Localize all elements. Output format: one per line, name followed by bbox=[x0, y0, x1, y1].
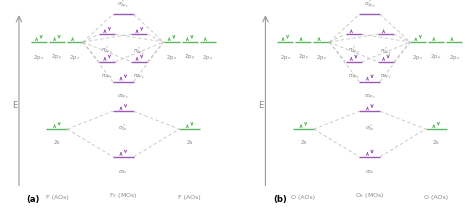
Text: 2s: 2s bbox=[300, 140, 307, 145]
Text: $\pi_{2p_x}$: $\pi_{2p_x}$ bbox=[347, 73, 360, 82]
Text: 2p$_y$: 2p$_y$ bbox=[298, 53, 309, 63]
Text: $\pi^*_{2p_y}$: $\pi^*_{2p_y}$ bbox=[133, 45, 146, 58]
Text: $\pi^*_{2p_y}$: $\pi^*_{2p_y}$ bbox=[380, 45, 392, 58]
Text: (b): (b) bbox=[273, 195, 287, 204]
Text: 2p$_z$: 2p$_z$ bbox=[316, 53, 327, 62]
Text: 2s: 2s bbox=[54, 140, 60, 145]
Text: F (AOs): F (AOs) bbox=[178, 195, 201, 200]
Text: O (AOs): O (AOs) bbox=[424, 195, 448, 200]
Text: O$_2$ (MOs): O$_2$ (MOs) bbox=[355, 191, 384, 200]
Text: 2s: 2s bbox=[186, 140, 193, 145]
Text: 2p$_y$: 2p$_y$ bbox=[51, 53, 63, 63]
Text: $\pi_{2p_y}$: $\pi_{2p_y}$ bbox=[133, 73, 146, 83]
Text: E: E bbox=[258, 101, 264, 110]
Text: F (AOs): F (AOs) bbox=[46, 195, 68, 200]
Text: $\sigma^*_{2p_z}$: $\sigma^*_{2p_z}$ bbox=[117, 0, 129, 11]
Text: O (AOs): O (AOs) bbox=[292, 195, 315, 200]
Text: $\pi^*_{2p_x}$: $\pi^*_{2p_x}$ bbox=[101, 45, 113, 57]
Text: $\sigma_{2p_z}$: $\sigma_{2p_z}$ bbox=[364, 92, 376, 102]
Text: $\sigma^*_{2p_z}$: $\sigma^*_{2p_z}$ bbox=[364, 0, 376, 11]
Text: 2p$_z$: 2p$_z$ bbox=[448, 53, 460, 62]
Text: 2p$_x$: 2p$_x$ bbox=[33, 53, 45, 62]
Text: $\sigma_{2s}$: $\sigma_{2s}$ bbox=[118, 168, 128, 176]
Text: F$_2$ (MOs): F$_2$ (MOs) bbox=[109, 191, 137, 200]
Text: $\pi_{2p_x}$: $\pi_{2p_x}$ bbox=[101, 73, 113, 82]
Text: 2p$_x$: 2p$_x$ bbox=[166, 53, 177, 62]
Text: 2p$_x$: 2p$_x$ bbox=[412, 53, 424, 62]
Text: 2p$_z$: 2p$_z$ bbox=[202, 53, 213, 62]
Text: E: E bbox=[12, 101, 17, 110]
Text: 2p$_y$: 2p$_y$ bbox=[430, 53, 442, 63]
Text: 2s: 2s bbox=[433, 140, 439, 145]
Text: $\sigma^*_{2s}$: $\sigma^*_{2s}$ bbox=[118, 122, 128, 133]
Text: 2p$_x$: 2p$_x$ bbox=[280, 53, 291, 62]
Text: (a): (a) bbox=[27, 195, 40, 204]
Text: $\pi_{2p_y}$: $\pi_{2p_y}$ bbox=[380, 73, 392, 83]
Text: $\sigma^*_{2s}$: $\sigma^*_{2s}$ bbox=[365, 122, 374, 133]
Text: $\pi^*_{2p_x}$: $\pi^*_{2p_x}$ bbox=[347, 45, 360, 57]
Text: 2p$_y$: 2p$_y$ bbox=[184, 53, 195, 63]
Text: $\sigma_{2s}$: $\sigma_{2s}$ bbox=[365, 168, 374, 176]
Text: 2p$_z$: 2p$_z$ bbox=[69, 53, 81, 62]
Text: $\sigma_{2p_z}$: $\sigma_{2p_z}$ bbox=[117, 92, 129, 102]
